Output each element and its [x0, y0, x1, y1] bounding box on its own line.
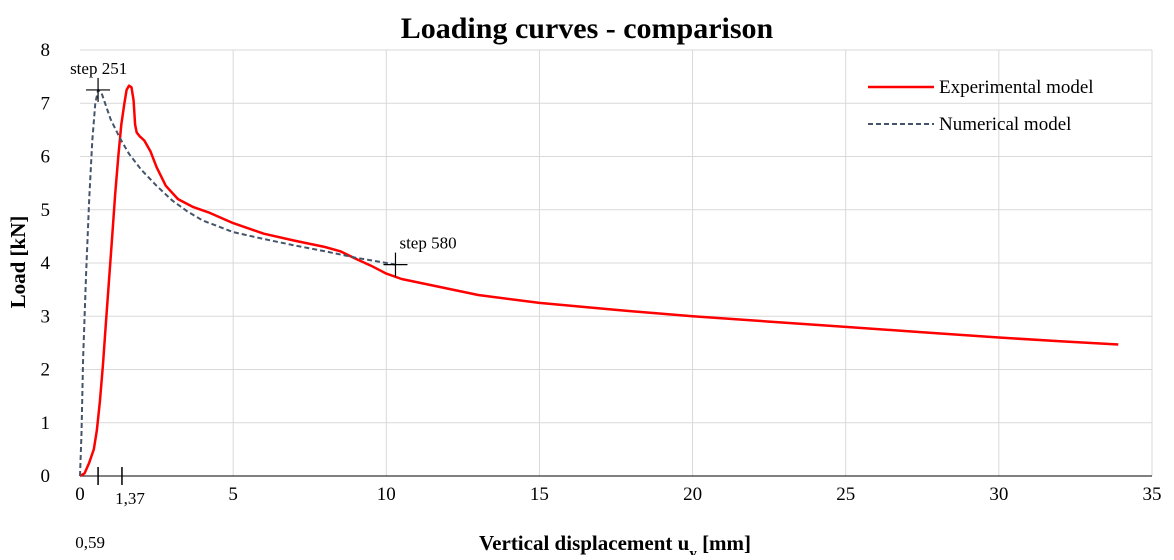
- y-tick-label: 3: [41, 306, 51, 327]
- y-tick-label: 0: [41, 466, 51, 487]
- x-tick-label: 5: [228, 484, 238, 505]
- extra-tick-label: 0,59: [75, 533, 105, 552]
- x-tick-label: 20: [683, 484, 702, 505]
- annotation-label: step 251: [70, 59, 127, 78]
- y-tick-label: 6: [41, 147, 51, 168]
- x-tick-label: 30: [989, 484, 1008, 505]
- extra-tick-label: 1,37: [115, 489, 145, 508]
- annotation-label: step 580: [399, 234, 456, 253]
- y-tick-label: 4: [41, 253, 51, 274]
- chart-title: Loading curves - comparison: [401, 12, 774, 45]
- y-tick-label: 5: [41, 200, 51, 221]
- y-axis-label: Load [kN]: [6, 216, 30, 309]
- series-layer: [79, 84, 1119, 478]
- legend: Experimental model Numerical model: [868, 77, 1094, 135]
- x-tick-label: 25: [836, 484, 855, 505]
- y-tick-label: 1: [41, 413, 51, 434]
- x-tick-label: 10: [377, 484, 396, 505]
- x-tick-label: 15: [530, 484, 549, 505]
- annotations: step 251 step 580: [70, 59, 457, 277]
- series-line-numerical: [79, 88, 396, 477]
- y-tick-label: 7: [41, 93, 51, 114]
- x-tick-label: 0: [75, 484, 85, 505]
- axes: 0 5 10 15 20 25 30 35 0 1 2 3 4 5 6 7 8 0,59 1,37: [41, 40, 1162, 552]
- grid: [80, 49, 1153, 476]
- legend-entry: Experimental model: [939, 77, 1094, 98]
- x-axis-label: Vertical displacement uy [mm]: [479, 531, 751, 555]
- x-tick-label: 35: [1143, 484, 1162, 505]
- series-line-experimental: [79, 84, 1119, 478]
- y-tick-label: 2: [41, 360, 51, 381]
- y-tick-label: 8: [41, 40, 51, 61]
- legend-entry: Numerical model: [939, 114, 1071, 135]
